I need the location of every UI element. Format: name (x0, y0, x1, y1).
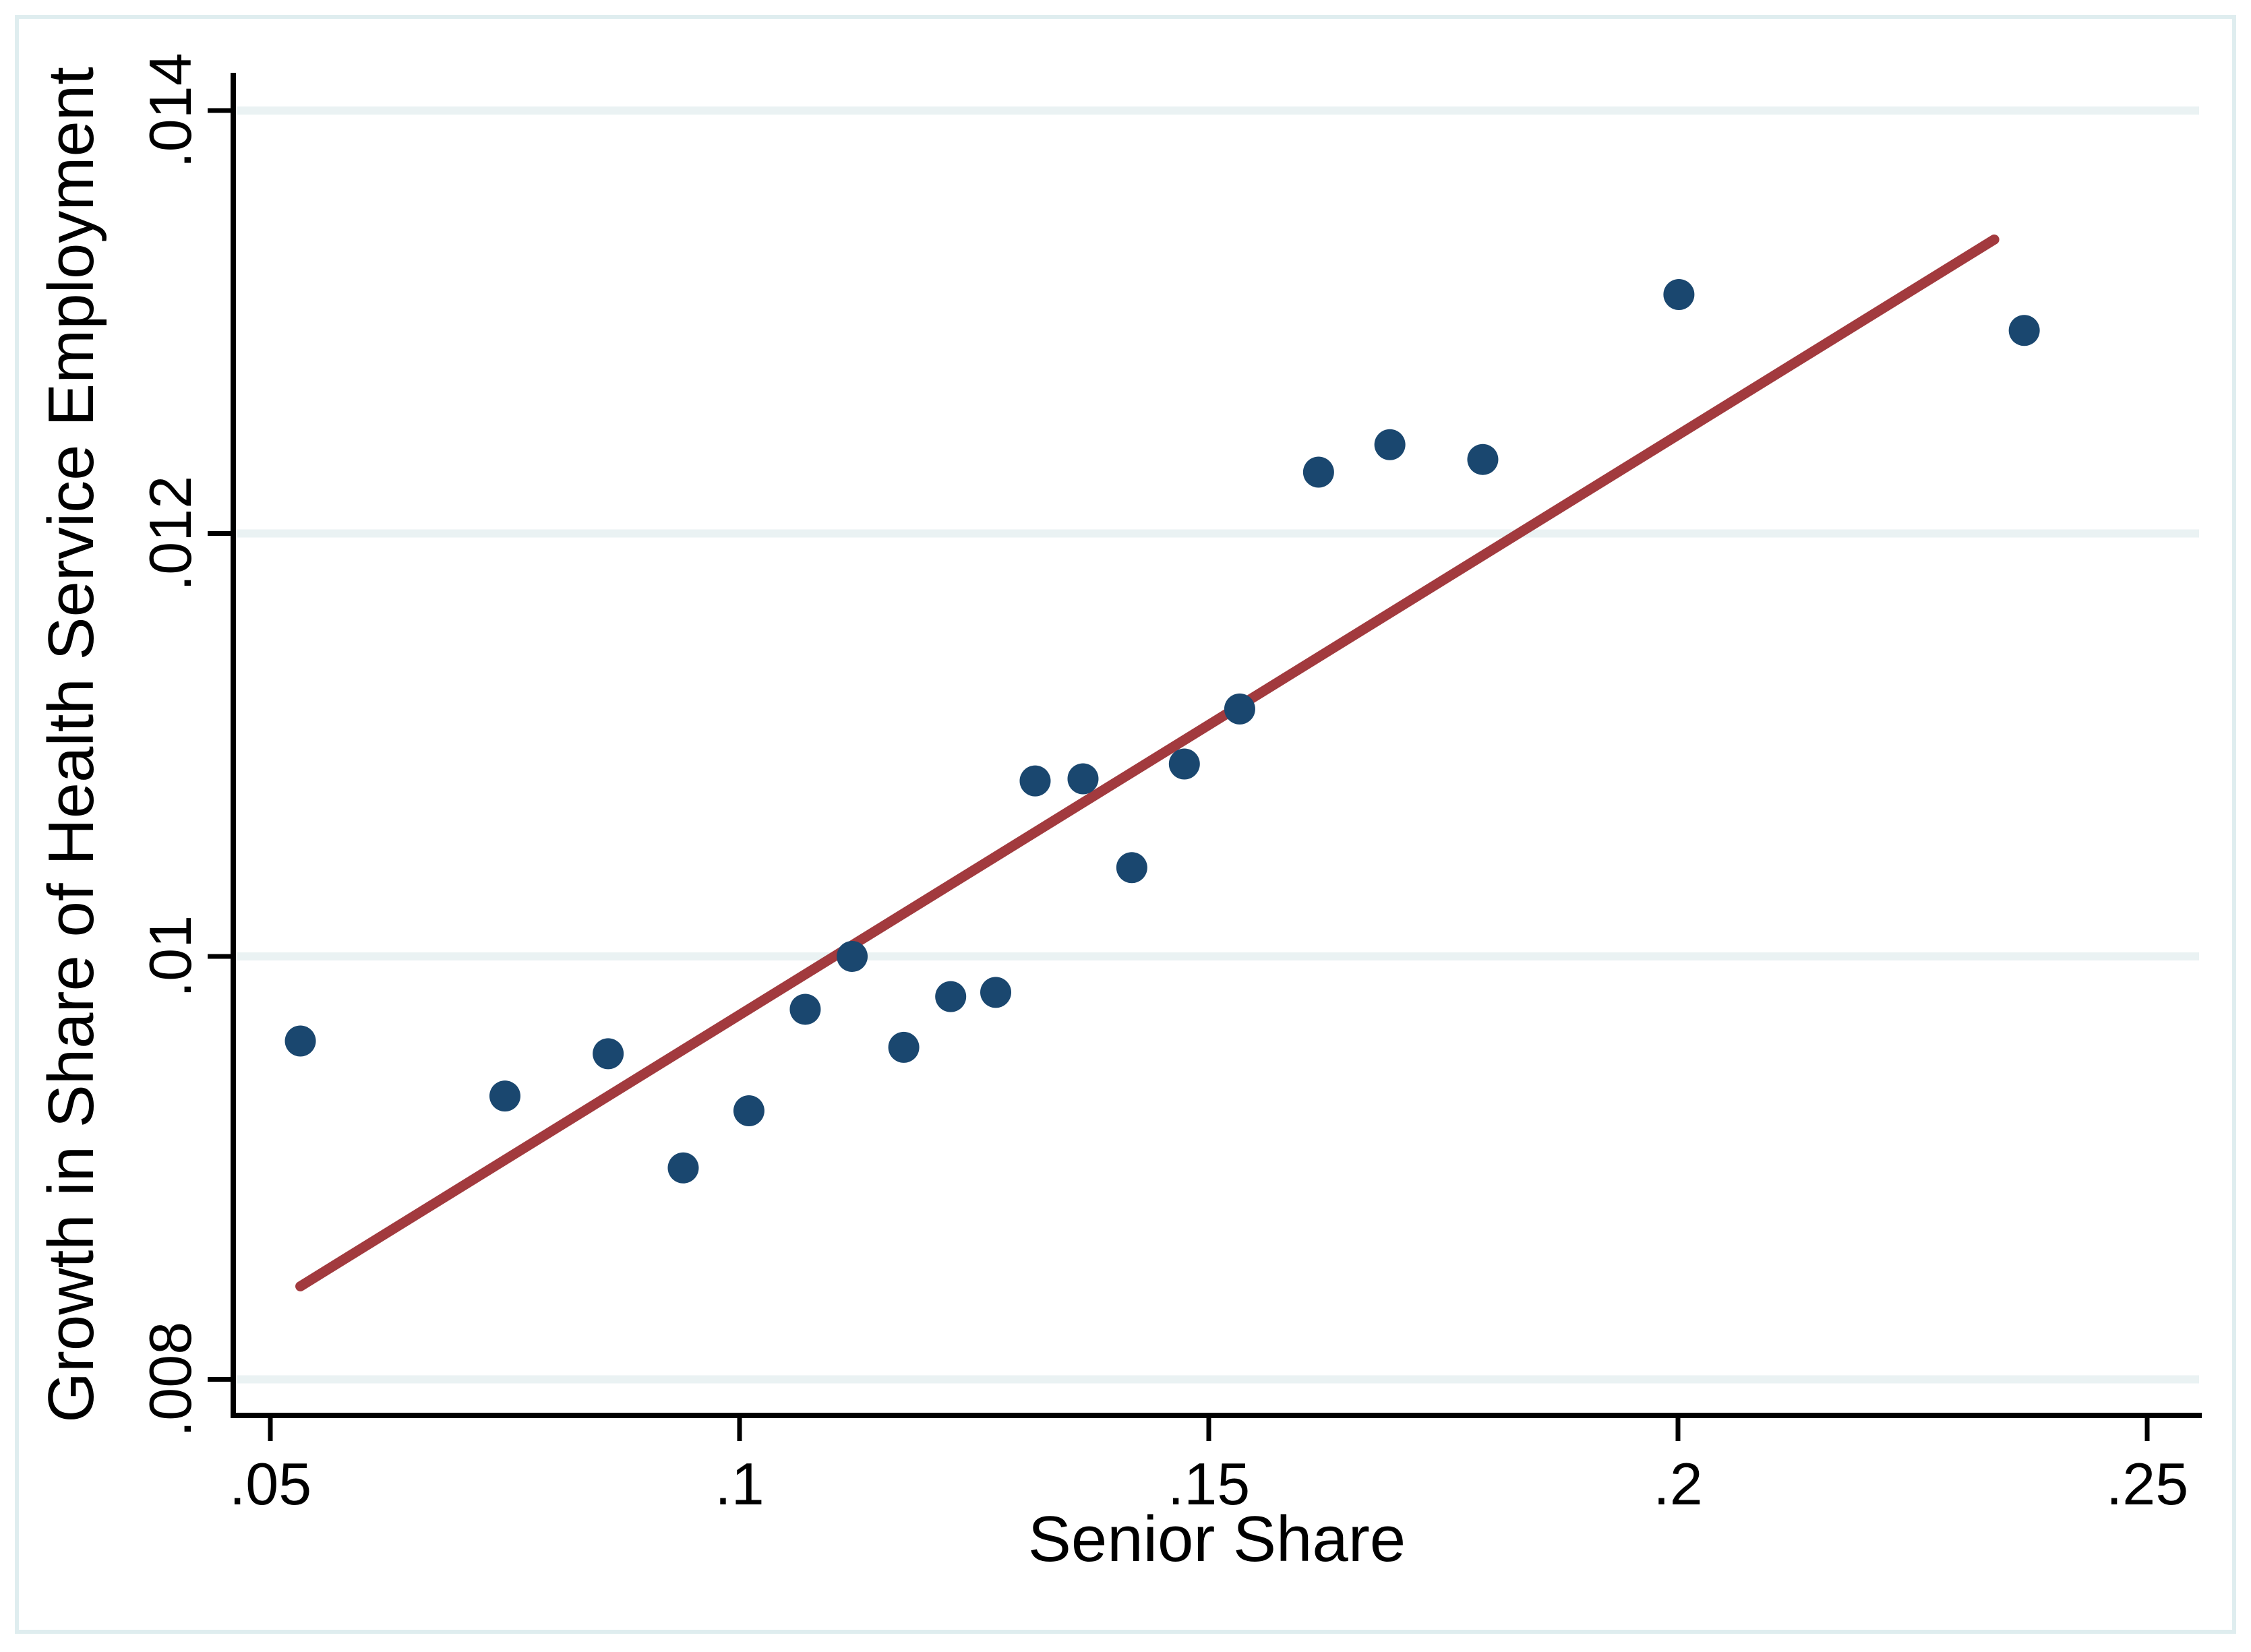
data-point (489, 1080, 520, 1112)
gridlines (237, 106, 2199, 1384)
data-point (1067, 763, 1099, 795)
y-axis-title: Growth in Share of Health Service Employ… (35, 67, 107, 1423)
y-tick-label: .012 (137, 476, 204, 591)
figure-border (15, 15, 2236, 1634)
data-point (1663, 278, 1695, 310)
data-point (1168, 748, 1200, 780)
data-point (935, 981, 967, 1012)
scatter-points (284, 278, 2040, 1184)
x-axis-tick-labels: .05 .1 .15 .2 .25 (229, 1450, 2188, 1517)
y-axis-tick-labels: .008 .01 .012 .014 (137, 53, 204, 1437)
x-axis-title: Senior Share (1028, 1503, 1406, 1575)
data-point (1116, 852, 1147, 884)
regression-fit-line (295, 234, 2000, 1291)
x-tick-label: .2 (1653, 1450, 1702, 1517)
data-point (1302, 456, 1334, 488)
data-point (2008, 315, 2040, 346)
data-point (667, 1152, 699, 1184)
data-point (837, 941, 868, 972)
data-point (980, 977, 1012, 1008)
x-tick-label: .1 (715, 1450, 764, 1517)
y-tick-label: .01 (137, 915, 204, 998)
data-point (1019, 765, 1051, 797)
x-tick-label: .25 (2106, 1450, 2188, 1517)
data-point (733, 1095, 764, 1127)
data-point (284, 1025, 316, 1057)
x-axis-ticks (268, 1415, 2150, 1441)
data-point (1224, 693, 1255, 725)
data-point (593, 1038, 624, 1070)
x-tick-label: .05 (229, 1450, 311, 1517)
y-tick-label: .014 (137, 53, 204, 168)
x-tick-label: .15 (1168, 1450, 1250, 1517)
y-tick-label: .008 (137, 1322, 204, 1437)
data-point (1467, 443, 1499, 475)
data-point (1374, 429, 1406, 460)
data-point (789, 993, 821, 1025)
data-point (888, 1031, 920, 1063)
y-axis-ticks (208, 108, 233, 1382)
